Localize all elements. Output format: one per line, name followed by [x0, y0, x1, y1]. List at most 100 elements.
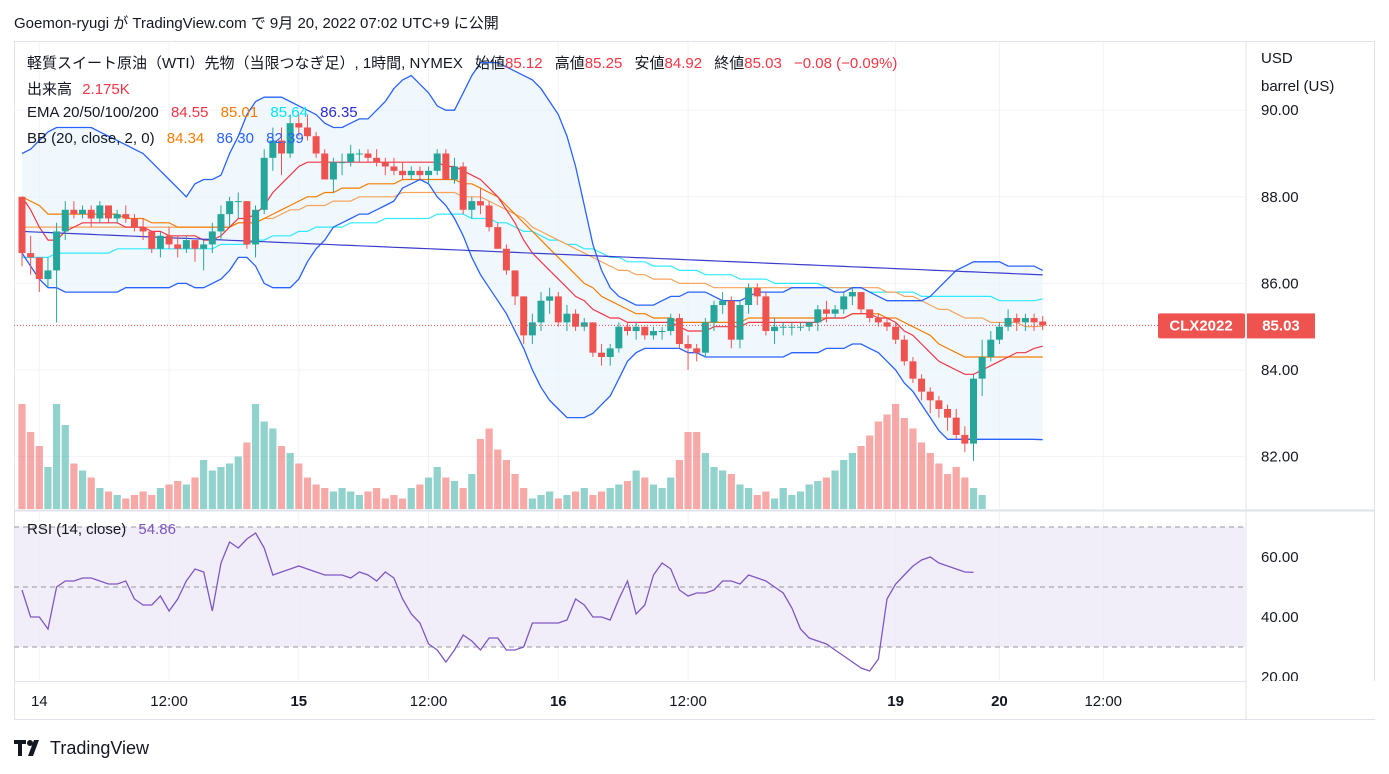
- candle-body: [226, 201, 234, 215]
- candle-body: [260, 157, 268, 210]
- volume-bar: [883, 414, 891, 509]
- change-value: −0.08 (−0.09%): [793, 55, 898, 72]
- bb-label[interactable]: BB (20, close, 2, 0): [27, 130, 155, 147]
- volume-bar: [390, 495, 398, 509]
- ema-label[interactable]: EMA 20/50/100/200: [27, 104, 159, 121]
- candle-body: [485, 205, 493, 228]
- volume-bar: [61, 425, 69, 509]
- volume-bar: [113, 495, 121, 509]
- high-value: 85.25: [584, 55, 623, 72]
- volume-bar: [338, 488, 346, 509]
- candle-body: [520, 296, 528, 336]
- candle-body: [502, 248, 510, 271]
- candle-body: [511, 270, 519, 297]
- axis-mask: [1247, 681, 1375, 719]
- candle-body: [572, 313, 580, 327]
- candle-body: [848, 292, 856, 297]
- candle-body: [1004, 318, 1012, 327]
- volume-bar: [762, 491, 770, 509]
- volume-bar: [520, 488, 528, 509]
- last-price-box: [1247, 313, 1315, 339]
- volume-bar: [295, 463, 303, 509]
- candle-body: [1030, 318, 1038, 323]
- candle-body: [61, 209, 69, 232]
- volume-bar: [589, 495, 597, 509]
- volume-bar: [407, 488, 415, 509]
- volume-bar: [182, 484, 190, 509]
- volume-bar: [918, 442, 926, 509]
- candle-body: [978, 357, 986, 379]
- candle-body: [658, 331, 666, 333]
- volume-bar: [373, 488, 381, 509]
- volume-bar: [286, 453, 294, 509]
- ema50-value: 85.01: [220, 104, 259, 121]
- candle-body: [494, 227, 502, 249]
- volume-bar: [200, 460, 208, 509]
- rsi-label[interactable]: RSI (14, close): [27, 521, 127, 538]
- low-label: 安値: [634, 55, 665, 72]
- legend-line-bb: BB (20, close, 2, 0) 84.34 86.30 82.39: [27, 130, 304, 147]
- volume-bar: [779, 488, 787, 509]
- candle-body: [44, 270, 52, 280]
- volume-bar: [87, 477, 95, 509]
- candle-body: [554, 296, 562, 323]
- candle-body: [918, 378, 926, 392]
- rsi-value: 54.86: [138, 521, 176, 538]
- volume-bar: [251, 404, 260, 509]
- volume-bar: [736, 484, 744, 509]
- tradingview-brand: TradingView: [50, 737, 150, 758]
- candle-body: [779, 326, 787, 328]
- tradingview-footer[interactable]: TradingView: [14, 736, 149, 760]
- candle-body: [87, 209, 95, 219]
- volume-bar: [476, 439, 485, 509]
- volume-bar: [70, 463, 78, 509]
- volume-bar: [840, 460, 848, 509]
- candle-body: [217, 214, 225, 232]
- candle-body: [425, 170, 433, 176]
- candle-body: [476, 201, 484, 206]
- volume-bar: [191, 477, 199, 509]
- candle-body: [788, 326, 796, 328]
- candle-body: [433, 153, 441, 171]
- volume-bar: [139, 491, 147, 509]
- volume-label[interactable]: 出来高: [27, 81, 73, 98]
- candle-body: [546, 296, 554, 301]
- volume-bar: [926, 453, 934, 509]
- time-tick-label: 15: [290, 693, 307, 710]
- volume-bar: [78, 470, 87, 509]
- volume-bar: [234, 456, 242, 509]
- rsi-tick-label: 60.00: [1261, 549, 1299, 566]
- candle-body: [831, 309, 839, 314]
- volume-bar: [667, 477, 675, 509]
- volume-bar: [866, 435, 874, 509]
- symbol-tag-box: [1158, 313, 1245, 339]
- candle-body: [312, 136, 320, 154]
- chart-frame[interactable]: [14, 41, 1375, 720]
- volume-bar: [433, 467, 441, 509]
- time-tick-label: 19: [887, 693, 904, 710]
- candle-body: [624, 326, 631, 332]
- candle-body: [459, 166, 467, 210]
- volume-bar: [381, 498, 389, 509]
- candle-body: [649, 331, 657, 336]
- candle-body: [606, 348, 614, 358]
- candle-body: [113, 214, 121, 219]
- symbol-title[interactable]: 軽質スイート原油（WTI）先物（当限つなぎ足）, 1時間, NYMEX: [27, 55, 463, 72]
- price-tick-label: 82.00: [1261, 449, 1299, 466]
- volume-bar: [18, 404, 26, 509]
- candle-body: [295, 123, 303, 128]
- candle-body: [874, 318, 882, 323]
- candle-body: [468, 201, 476, 210]
- candle-body: [321, 153, 329, 180]
- volume-bar: [632, 470, 640, 509]
- volume-bar: [53, 404, 61, 509]
- volume-bar: [969, 488, 978, 509]
- rsi-line: [21, 532, 974, 672]
- volume-bar: [494, 449, 502, 509]
- candle-body: [381, 162, 389, 167]
- volume-bar: [796, 491, 805, 509]
- low-value: 84.92: [664, 55, 703, 72]
- volume-bar: [208, 470, 216, 509]
- unit-label: barrel (US): [1261, 78, 1335, 95]
